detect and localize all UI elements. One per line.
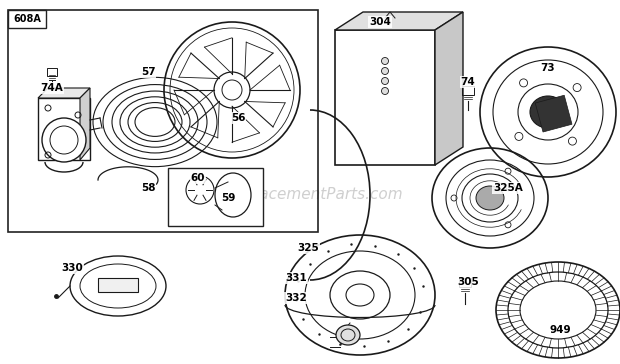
Text: 608A: 608A [13,14,41,24]
Bar [459,278,471,287]
Text: 56: 56 [231,113,246,123]
Bar [8,10,46,28]
Polygon shape [38,88,90,98]
Text: 74A: 74A [41,83,63,93]
Text: 330: 330 [61,263,83,273]
Bar [98,278,138,292]
Text: 60: 60 [191,173,205,183]
Text: 73: 73 [541,63,556,73]
Polygon shape [435,12,463,165]
Circle shape [186,176,214,204]
Text: 304: 304 [369,17,391,27]
Circle shape [381,58,389,64]
Circle shape [381,67,389,75]
Text: 58: 58 [141,183,155,193]
Text: 305: 305 [457,277,479,287]
Bar [462,86,474,95]
Text: 331: 331 [285,273,307,283]
Circle shape [381,87,389,95]
Text: 57: 57 [141,67,156,77]
Bar [8,10,318,232]
Ellipse shape [336,325,360,345]
Text: 949: 949 [549,325,571,335]
Circle shape [42,118,86,162]
Text: 325A: 325A [493,183,523,193]
Ellipse shape [215,173,251,217]
Bar [168,168,263,226]
Polygon shape [335,12,463,30]
Bar [47,68,57,76]
Bar [335,30,435,165]
Text: eReplacementParts.com: eReplacementParts.com [216,187,404,202]
Text: 74: 74 [461,77,476,87]
Polygon shape [80,88,90,160]
Circle shape [381,78,389,84]
Ellipse shape [476,186,504,210]
Bar [535,95,572,132]
Text: 332: 332 [285,293,307,303]
Ellipse shape [530,96,566,128]
Text: 325: 325 [297,243,319,253]
Bar [38,98,90,160]
Text: 59: 59 [221,193,235,203]
